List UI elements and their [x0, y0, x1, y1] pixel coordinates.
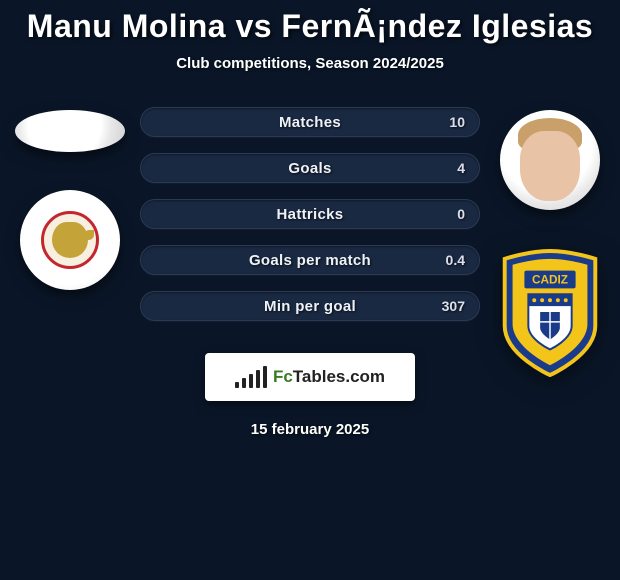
brand-text: FcTables.com	[273, 367, 385, 387]
stats-list: Matches 10 Goals 4 Hattricks 0 Goals per…	[0, 107, 620, 321]
stat-row-min-per-goal: Min per goal 307	[140, 291, 480, 321]
page-title: Manu Molina vs FernÃ¡ndez Iglesias	[0, 8, 620, 45]
comparison-card: Manu Molina vs FernÃ¡ndez Iglesias Club …	[0, 0, 620, 580]
subtitle: Club competitions, Season 2024/2025	[0, 55, 620, 72]
stat-row-goals: Goals 4	[140, 153, 480, 183]
stat-label: Goals per match	[249, 252, 371, 269]
stat-value-right: 307	[442, 298, 465, 314]
stat-row-matches: Matches 10	[140, 107, 480, 137]
stat-value-right: 0.4	[446, 252, 465, 268]
stat-label: Min per goal	[264, 298, 356, 315]
stat-label: Goals	[288, 160, 331, 177]
brand-suffix: Tables.com	[293, 367, 385, 386]
stat-value-right: 10	[449, 114, 465, 130]
brand-watermark: FcTables.com	[205, 353, 415, 401]
snapshot-date: 15 february 2025	[0, 421, 620, 438]
stat-value-right: 0	[457, 206, 465, 222]
stat-row-goals-per-match: Goals per match 0.4	[140, 245, 480, 275]
brand-bars-icon	[235, 366, 267, 388]
brand-prefix: Fc	[273, 367, 293, 386]
stat-label: Matches	[279, 114, 341, 131]
stat-label: Hattricks	[277, 206, 344, 223]
stat-value-right: 4	[457, 160, 465, 176]
stat-row-hattricks: Hattricks 0	[140, 199, 480, 229]
